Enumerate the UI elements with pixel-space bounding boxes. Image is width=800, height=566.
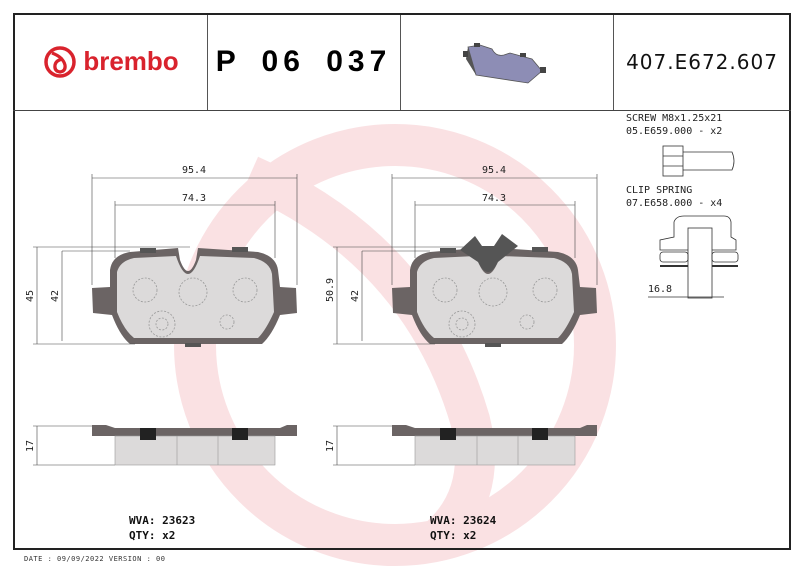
brembo-logo-icon	[44, 45, 77, 78]
clip-dimension: 16.8	[648, 284, 672, 295]
part-number: P 06 037	[215, 44, 392, 78]
header-row	[13, 13, 791, 111]
pad-1-info: WVA: 23623 QTY: x2	[129, 513, 195, 543]
divider	[207, 15, 208, 110]
pad-2-info: WVA: 23624 QTY: x2	[430, 513, 496, 543]
brake-pad-3d-icon	[462, 42, 546, 83]
clip-code: 07.E658.000 - x4	[626, 198, 723, 209]
screw-drawing	[662, 145, 735, 177]
screw-title: SCREW M8x1.25x21	[626, 113, 723, 124]
drawing-frame	[13, 13, 791, 550]
brand-name: brembo	[83, 46, 179, 76]
dim-height-outer: 45	[25, 290, 36, 302]
divider	[400, 15, 401, 110]
quantity: QTY: x2	[430, 529, 477, 542]
divider	[613, 15, 614, 110]
footer-date-version: DATE : 09/09/2022 VERSION : 00	[24, 555, 166, 563]
product-thumbnail	[400, 13, 613, 110]
quantity: QTY: x2	[129, 529, 176, 542]
pad-2-front-view	[332, 173, 598, 466]
dim-width-outer: 95.4	[182, 165, 206, 176]
dim-width-outer: 95.4	[482, 165, 506, 176]
dim-height-outer: 50.9	[325, 278, 336, 302]
clip-title: CLIP SPRING	[626, 185, 693, 196]
brand-logo: brembo	[15, 13, 207, 110]
clip-spring-drawing	[648, 215, 739, 299]
pad-2-dimension-labels: 95.4 74.3 50.9 42 17	[325, 165, 506, 452]
screw-info: SCREW M8x1.25x21 05.E659.000 - x2	[626, 112, 722, 138]
pad-1-dimension-labels: 95.4 74.3 45 42 17	[25, 165, 206, 452]
clip-info: CLIP SPRING 07.E658.000 - x4	[626, 184, 722, 210]
dim-height-inner: 42	[50, 290, 61, 302]
dim-thickness: 17	[325, 440, 336, 452]
dim-width-inner: 74.3	[182, 193, 206, 204]
wva-number: WVA: 23624	[430, 514, 497, 527]
dim-width-inner: 74.3	[482, 193, 506, 204]
screw-code: 05.E659.000 - x2	[626, 126, 723, 137]
reference-number: 407.E672.607	[626, 49, 778, 74]
part-number-cell: P 06 037	[207, 13, 400, 110]
dim-height-inner: 42	[350, 290, 361, 302]
dim-thickness: 17	[25, 440, 36, 452]
wva-number: WVA: 23623	[129, 514, 196, 527]
reference-cell: 407.E672.607	[613, 13, 791, 110]
